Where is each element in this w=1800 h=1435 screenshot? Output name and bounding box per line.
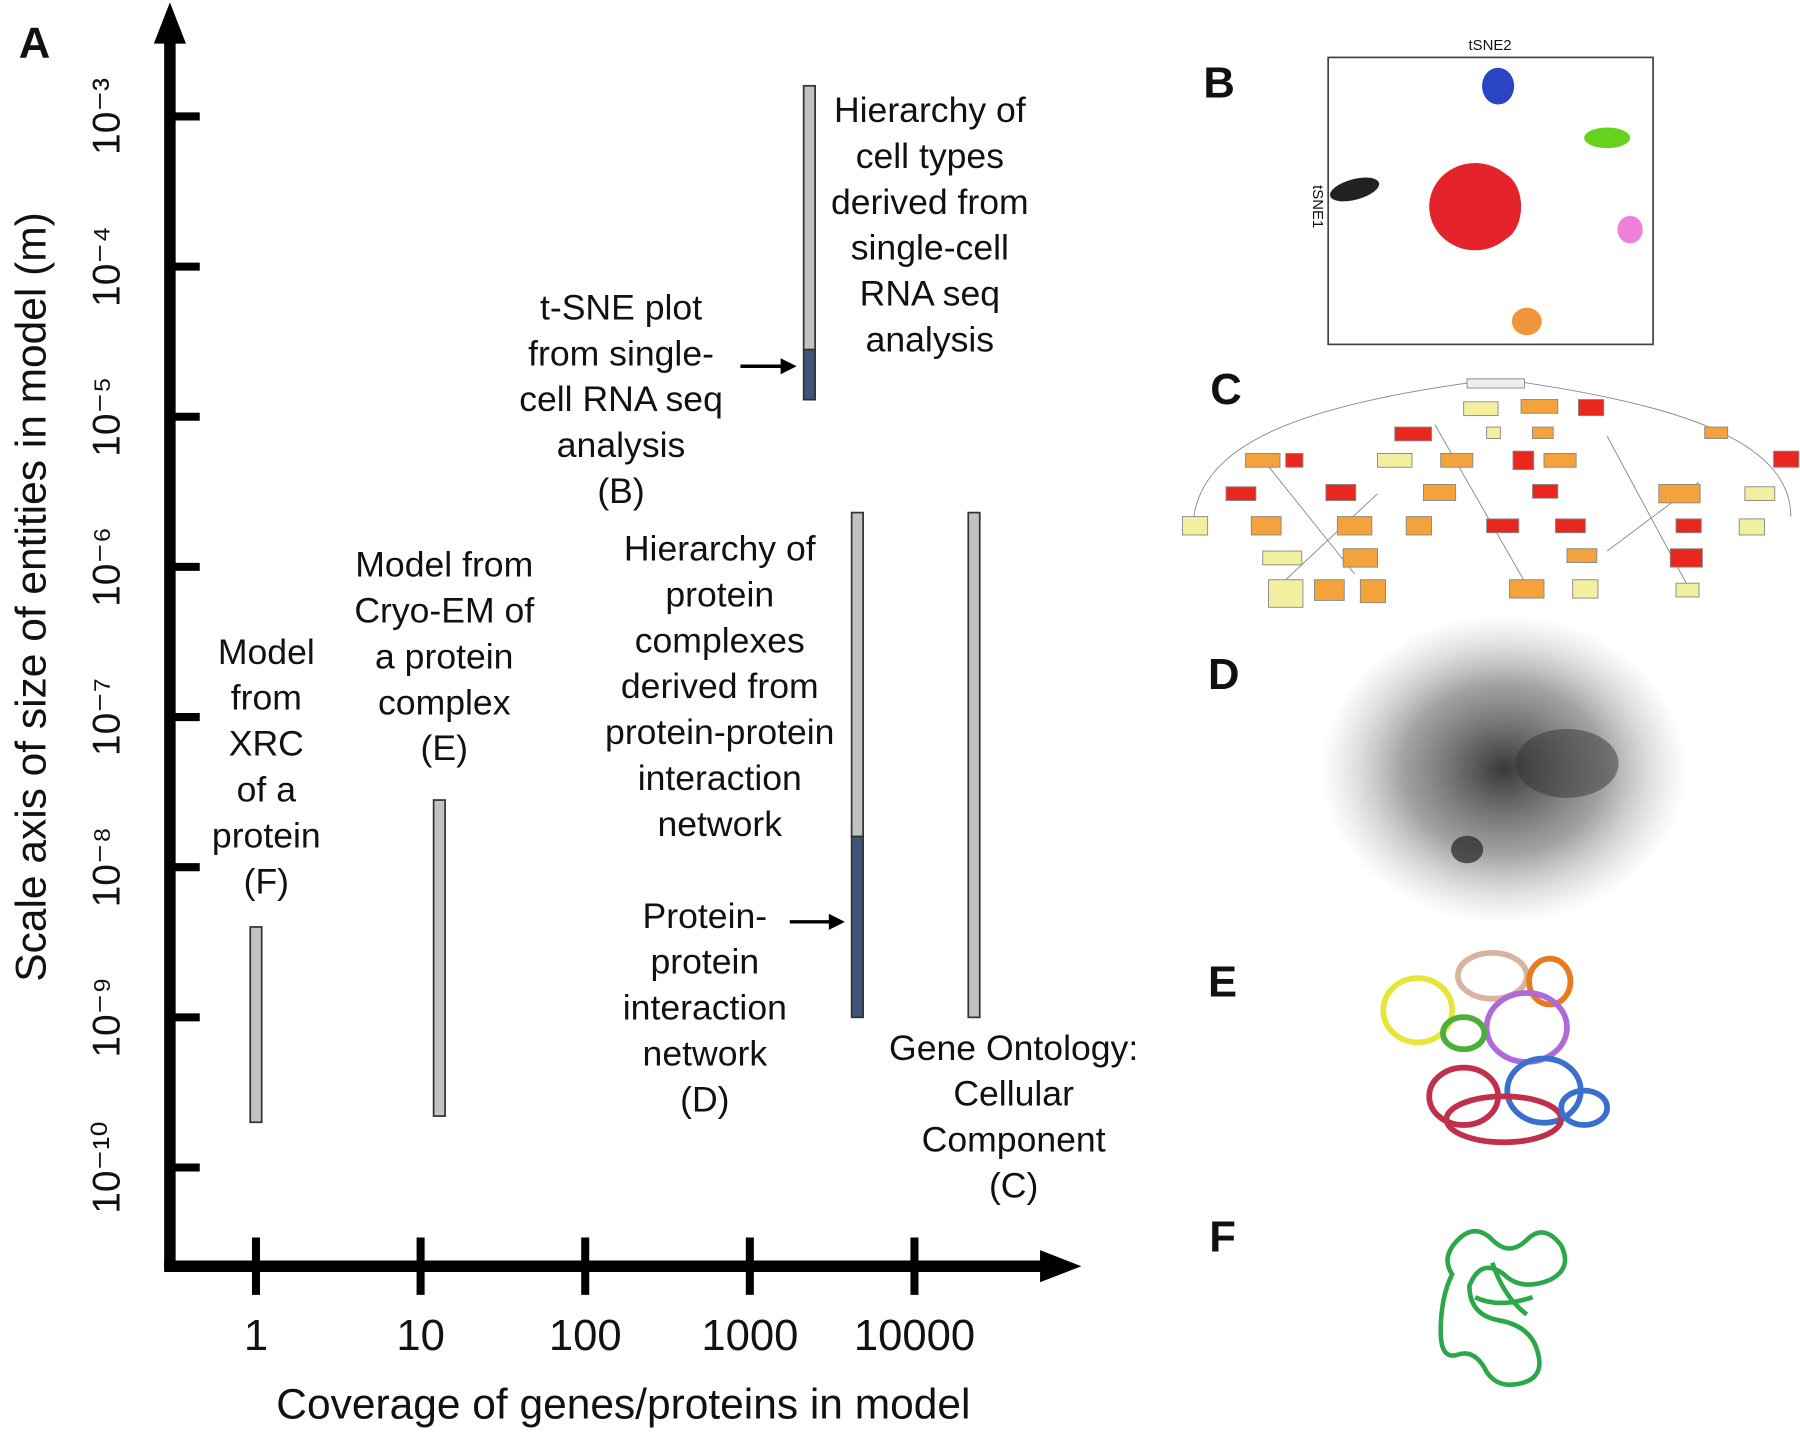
bar-label: a protein	[375, 636, 513, 676]
bar-label: of a	[237, 770, 297, 810]
bar-label: Hierarchy of	[624, 528, 816, 568]
range-bar	[249, 926, 263, 1124]
bar-label: XRC	[229, 724, 304, 764]
bar-label: from	[231, 678, 302, 718]
ppi-hairball	[1320, 614, 1688, 925]
bar-label: single-cell	[851, 228, 1009, 268]
bar-label: network	[643, 1034, 768, 1074]
bar-label: protein	[650, 942, 759, 982]
range-bar	[432, 799, 446, 1117]
tsne-x-axis: tSNE2	[1469, 37, 1512, 54]
bar-label: from single-	[528, 333, 714, 373]
x-tick-label: 10000	[854, 1312, 975, 1360]
x-axis-title: Coverage of genes/proteins in model	[276, 1381, 970, 1428]
y-tick-label: 10⁻¹⁰	[85, 1121, 128, 1214]
x-tick-label: 1	[244, 1312, 268, 1360]
bar-label: interaction	[623, 988, 787, 1028]
bar-label: network	[657, 804, 782, 844]
bar-label: Model	[218, 632, 315, 672]
y-axis-title: Scale axis of size of entities in model …	[8, 212, 55, 981]
bar-label: t-SNE plot	[540, 287, 702, 327]
range-bar	[802, 348, 816, 401]
panel-label: B	[1203, 60, 1234, 108]
bar-label: RNA seq	[860, 274, 1000, 314]
bar-label: cell types	[856, 136, 1004, 176]
bar-label: protein-protein	[605, 712, 834, 752]
y-tick-label: 10⁻⁸	[85, 827, 128, 907]
bar-label: derived from	[621, 666, 819, 706]
cryo-em-structure	[1380, 949, 1611, 1146]
x-axis-arrow	[1040, 1250, 1082, 1283]
tsne-clusters	[1330, 67, 1643, 336]
y-axis-arrow	[153, 2, 186, 44]
plot: 10⁻³ 10⁻⁴ 10⁻⁵ 10⁻⁶ 10⁻⁷ 10⁻⁸ 10⁻⁹ 10⁻¹⁰ 1 10 100 1…	[85, 78, 1138, 1360]
y-tick-label: 10⁻⁷	[85, 678, 128, 756]
x-tick-label: 10	[396, 1312, 445, 1360]
y-tick-label: 10⁻⁵	[85, 377, 128, 457]
bar-label: derived from	[831, 182, 1029, 222]
range-bar	[850, 835, 864, 1019]
ontology-network	[1181, 378, 1800, 608]
x-tick-label: 1000	[701, 1312, 798, 1360]
bar-label: protein	[665, 574, 774, 614]
bar-label: complexes	[635, 620, 805, 660]
panel-label: C	[1210, 366, 1242, 414]
tsne-frame	[1327, 56, 1654, 346]
range-bar	[850, 511, 864, 838]
pointer-arrows	[740, 358, 845, 930]
bar-label: analysis	[557, 425, 686, 465]
bar-label: protein	[212, 815, 321, 855]
y-tick-label: 10⁻³	[85, 78, 128, 155]
tsne-y-axis: tSNE1	[1309, 185, 1326, 228]
range-bar	[802, 84, 816, 351]
bar-label: (B)	[597, 471, 644, 511]
bar-label: (D)	[680, 1079, 729, 1119]
bar-label: Model from	[355, 545, 533, 585]
bar-label: (F)	[244, 861, 289, 901]
bar-label: interaction	[638, 758, 802, 798]
bar-label: analysis	[866, 320, 995, 360]
y-tick-label: 10⁻⁹	[85, 977, 128, 1058]
bar-label: complex	[378, 682, 511, 722]
bar-label: (C)	[989, 1166, 1038, 1206]
panel-label: D	[1208, 651, 1240, 699]
panel-label: E	[1208, 958, 1237, 1006]
range-bar	[967, 511, 981, 1019]
bar-label: Component	[922, 1120, 1106, 1160]
x-tick-label: 100	[549, 1312, 622, 1360]
bar-label: (E)	[421, 728, 468, 768]
bar-label: Protein-	[643, 896, 768, 936]
bar-label: cell RNA seq	[519, 379, 723, 419]
bar-label: Hierarchy of	[834, 90, 1026, 130]
bar-label: Cryo-EM of	[354, 590, 534, 630]
panel-label: F	[1209, 1213, 1236, 1261]
xrc-structure	[1438, 1228, 1568, 1388]
y-tick-label: 10⁻⁴	[85, 226, 128, 307]
panel-label: A	[19, 19, 51, 67]
y-tick-label: 10⁻⁶	[85, 527, 128, 607]
bar-label: Gene Ontology:	[889, 1028, 1138, 1068]
bar-label: Cellular	[953, 1074, 1074, 1114]
